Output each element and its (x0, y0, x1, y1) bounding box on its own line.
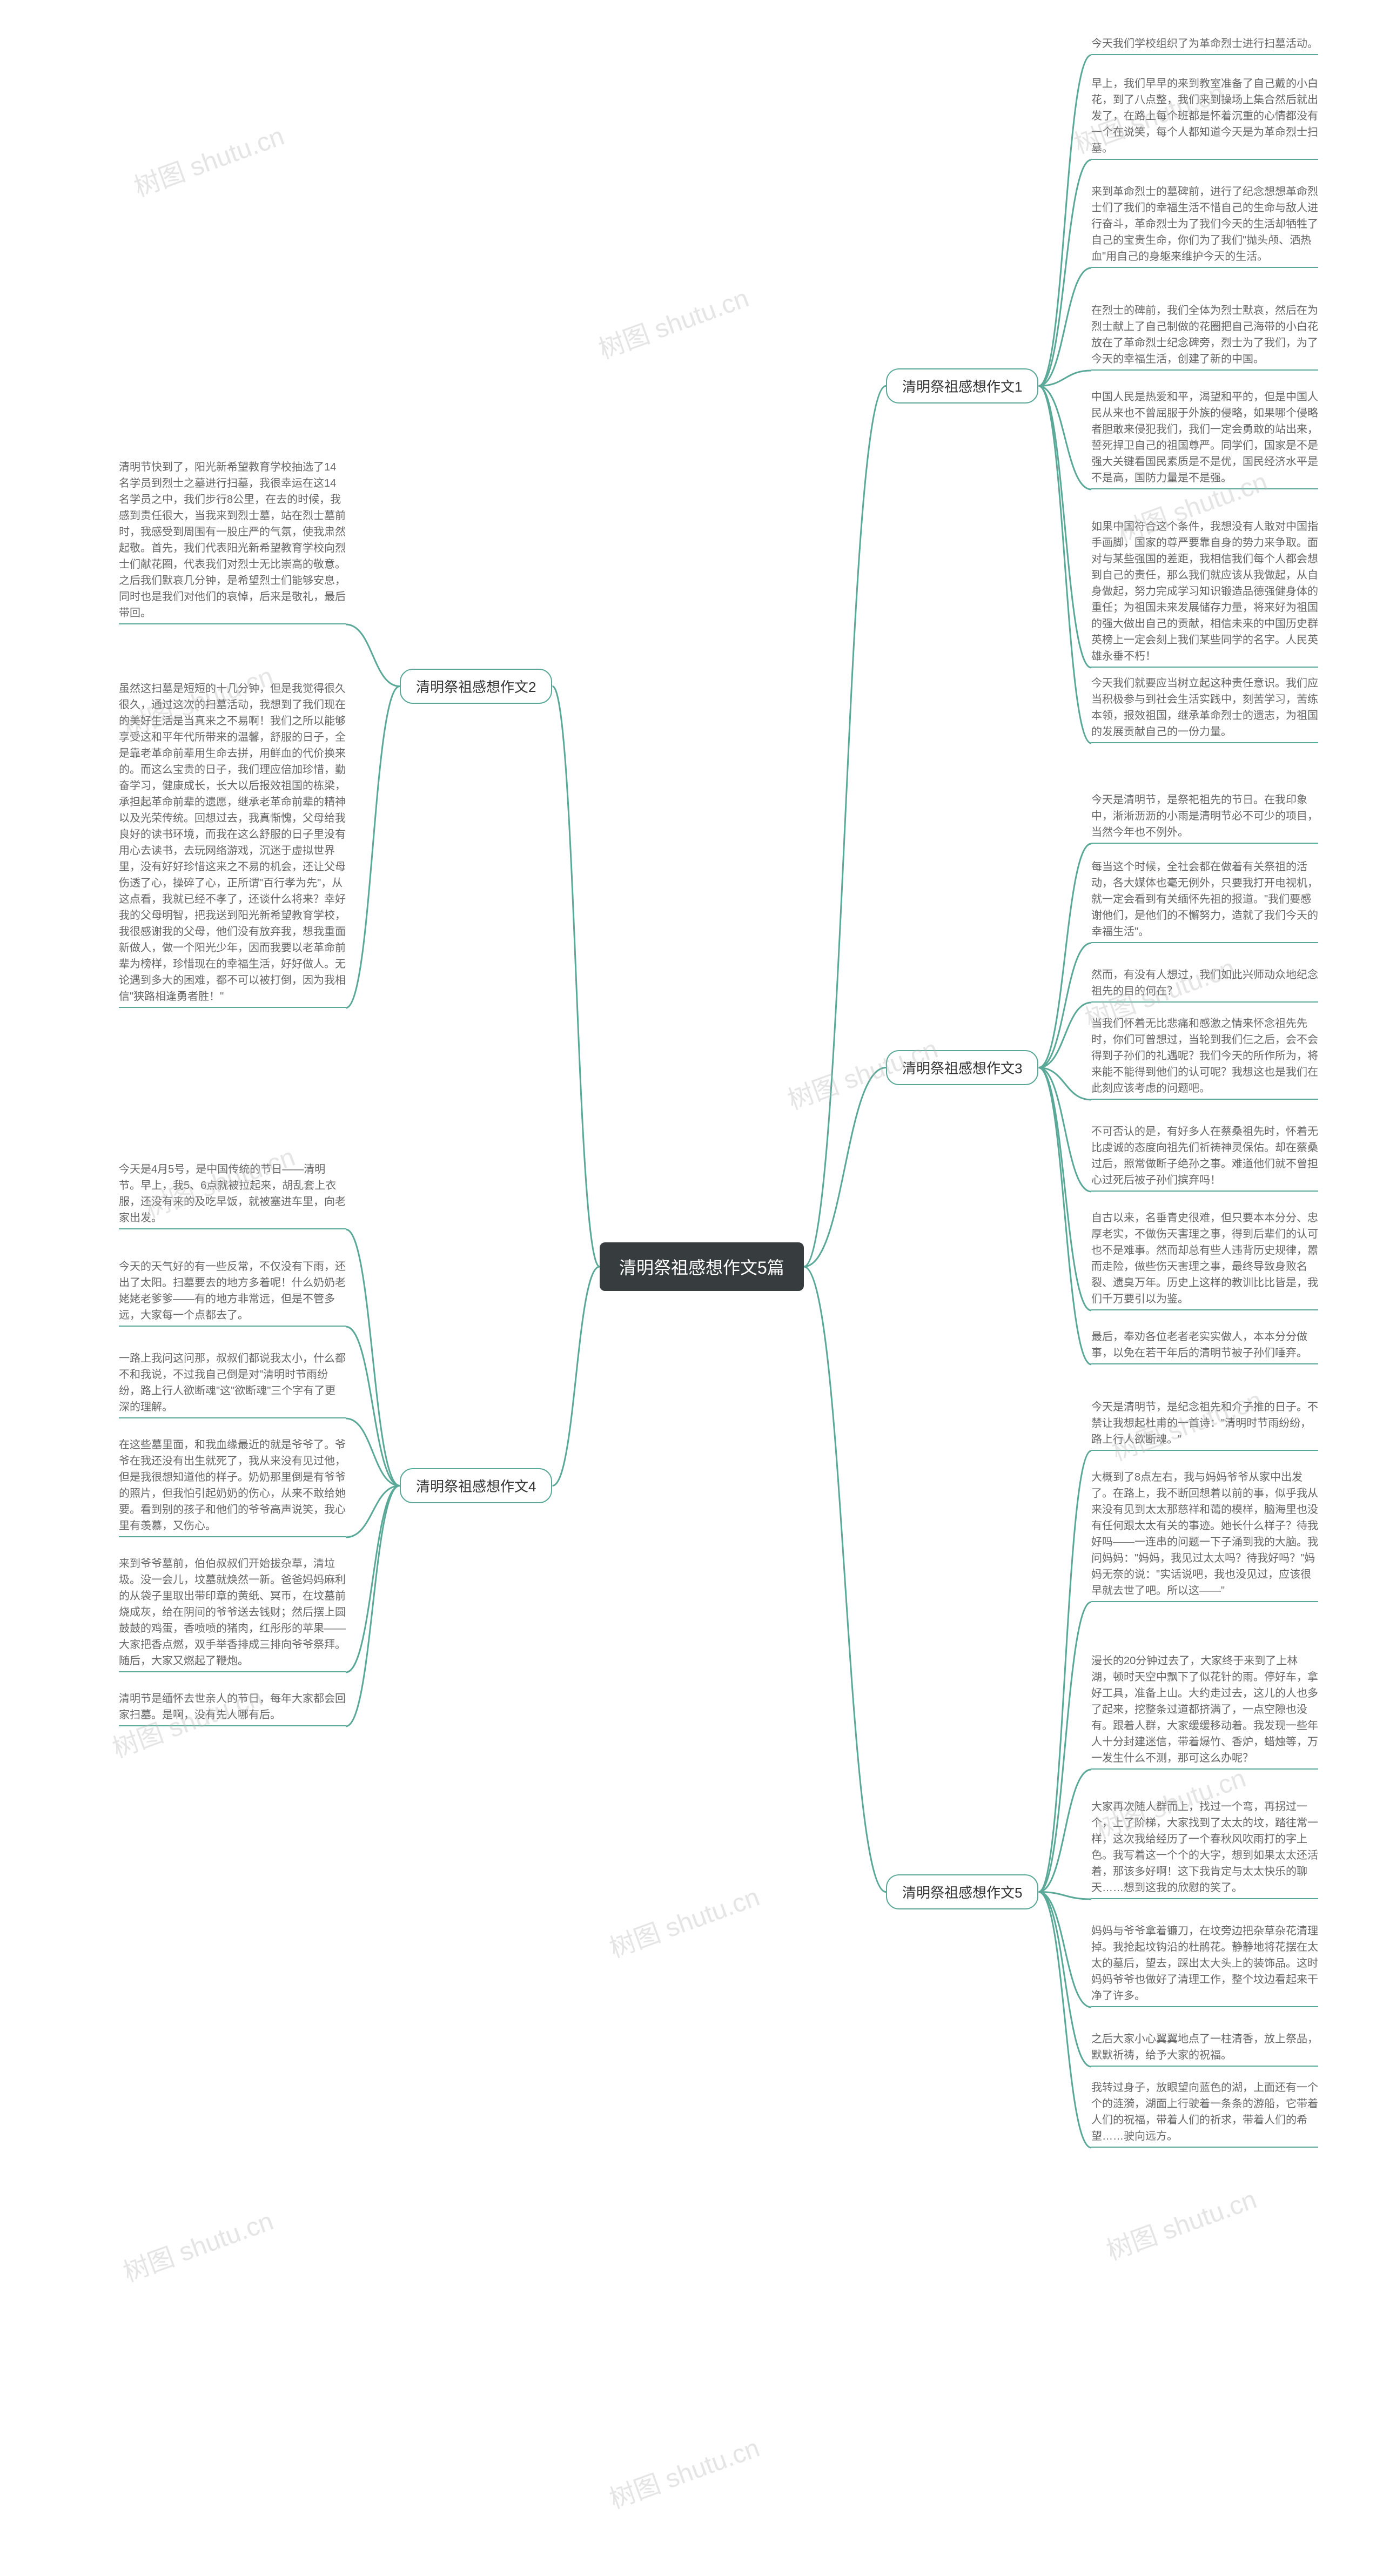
leaf-b3-5: 自古以来，名垂青史很难，但只要本本分分、忠厚老实，不做伤天害理之事，得到后辈们的… (1091, 1210, 1318, 1310)
watermark: 树图 shutu.cn (1100, 2178, 1261, 2267)
leaf-b3-3: 当我们怀着无比悲痛和感激之情来怀念祖先先时，你们可曾想过，当轮到我们仨之后，会不… (1091, 1015, 1318, 1100)
leaf-b5-2: 漫长的20分钟过去了，大家终于来到了上林湖，顿时天空中飘下了似花针的雨。停好车，… (1091, 1653, 1318, 1770)
branch-b4: 清明祭祖感想作文4 (400, 1468, 552, 1503)
watermark: 树图 shutu.cn (603, 1875, 764, 1965)
watermark: 树图 shutu.cn (603, 2426, 764, 2516)
watermark: 树图 shutu.cn (117, 2200, 278, 2289)
leaf-b1-2: 来到革命烈士的墓碑前，进行了纪念想想革命烈士们了我们的幸福生活不惜自己的生命与敌… (1091, 184, 1318, 268)
watermark: 树图 shutu.cn (128, 115, 288, 204)
watermark: 树图 shutu.cn (593, 277, 753, 366)
leaf-b3-1: 每当这个时候，全社会都在做着有关祭祖的活动，各大媒体也毫无例外，只要我打开电视机… (1091, 859, 1318, 943)
branch-b1: 清明祭祖感想作文1 (886, 368, 1038, 403)
leaf-b5-5: 之后大家小心翼翼地点了一柱清香，放上祭品，默默祈祷，给予大家的祝福。 (1091, 2031, 1318, 2067)
leaf-b3-4: 不可否认的是，有好多人在蔡桑祖先时，怀着无比虔诚的态度向祖先们祈祷神灵保佑。却在… (1091, 1124, 1318, 1192)
leaf-b1-5: 如果中国符合这个条件，我想没有人敢对中国指手画脚，国家的尊严要靠自身的势力来争取… (1091, 519, 1318, 668)
leaf-b1-3: 在烈士的碑前，我们全体为烈士默哀，然后在为烈士献上了自己制做的花圈把自己海带的小… (1091, 302, 1318, 371)
branch-b2: 清明祭祖感想作文2 (400, 669, 552, 704)
branch-b5: 清明祭祖感想作文5 (886, 1874, 1038, 1909)
leaf-b3-0: 今天是清明节，是祭祀祖先的节日。在我印象中，淅淅沥沥的小雨是清明节必不可少的项目… (1091, 792, 1318, 844)
leaf-b2-1: 虽然这扫墓是短短的十几分钟，但是我觉得很久很久，通过这次的扫墓活动，我想到了我们… (119, 681, 346, 1008)
leaf-b1-1: 早上，我们早早的来到教室准备了自己戴的小白花，到了八点整，我们来到操场上集合然后… (1091, 76, 1318, 160)
leaf-b3-2: 然而，有没有人想过，我们如此兴师动众地纪念祖先的目的何在？ (1091, 967, 1318, 1003)
leaf-b4-2: 一路上我问这问那，叔叔们都说我太小，什么都不和我说，不过我自己倒是对"清明时节雨… (119, 1350, 346, 1418)
leaf-b5-1: 大概到了8点左右，我与妈妈爷爷从家中出发了。在路上，我不断回想着以前的事，似乎我… (1091, 1469, 1318, 1602)
leaf-b4-0: 今天是4月5号，是中国传统的节日——清明节。早上，我5、6点就被拉起来，胡乱套上… (119, 1161, 346, 1229)
leaf-b5-4: 妈妈与爷爷拿着镰刀，在坟旁边把杂草杂花清理掉。我抢起坟钩沿的杜鹃花。静静地将花摆… (1091, 1923, 1318, 2007)
leaf-b5-6: 我转过身子，放眼望向蓝色的湖，上面还有一个个的涟漪，湖面上行驶着一条条的游船，它… (1091, 2080, 1318, 2148)
leaf-b4-1: 今天的天气好的有一些反常，不仅没有下雨，还出了太阳。扫墓要去的地方多着呢！什么奶… (119, 1259, 346, 1327)
leaf-b4-4: 来到爷爷墓前，伯伯叔叔们开始拔杂草，清垃圾。没一会儿，坟墓就焕然一新。爸爸妈妈麻… (119, 1556, 346, 1672)
leaf-b3-6: 最后，奉劝各位老者老实实做人，本本分分做事，以免在若干年后的清明节被子孙们唾弃。 (1091, 1329, 1318, 1364)
leaf-b5-3: 大家再次随人群而上，找过一个弯，再拐过一个，上了阶梯，大家找到了太太的坟，踏往常… (1091, 1799, 1318, 1899)
leaf-b5-0: 今天是清明节，是纪念祖先和介子推的日子。不禁让我想起杜甫的一首诗："清明时节雨纷… (1091, 1399, 1318, 1451)
root-node: 清明祭祖感想作文5篇 (600, 1242, 804, 1291)
leaf-b1-0: 今天我们学校组织了为革命烈士进行扫墓活动。 (1091, 36, 1318, 55)
leaf-b4-3: 在这些墓里面，和我血缘最近的就是爷爷了。爷爷在我还没有出生就死了，我从来没有见过… (119, 1437, 346, 1537)
leaf-b2-0: 清明节快到了，阳光新希望教育学校抽选了14名学员到烈士之墓进行扫墓，我很幸运在这… (119, 459, 346, 624)
leaf-b1-6: 今天我们就要应当树立起这种责任意识。我们应当积极参与到社会生活实践中，刻苦学习，… (1091, 675, 1318, 743)
branch-b3: 清明祭祖感想作文3 (886, 1050, 1038, 1085)
leaf-b4-5: 清明节是缅怀去世亲人的节日，每年大家都会回家扫墓。是啊，没有先人哪有后。 (119, 1691, 346, 1726)
leaf-b1-4: 中国人民是热爱和平，渴望和平的，但是中国人民从来也不曾屈服于外族的侵略，如果哪个… (1091, 389, 1318, 489)
